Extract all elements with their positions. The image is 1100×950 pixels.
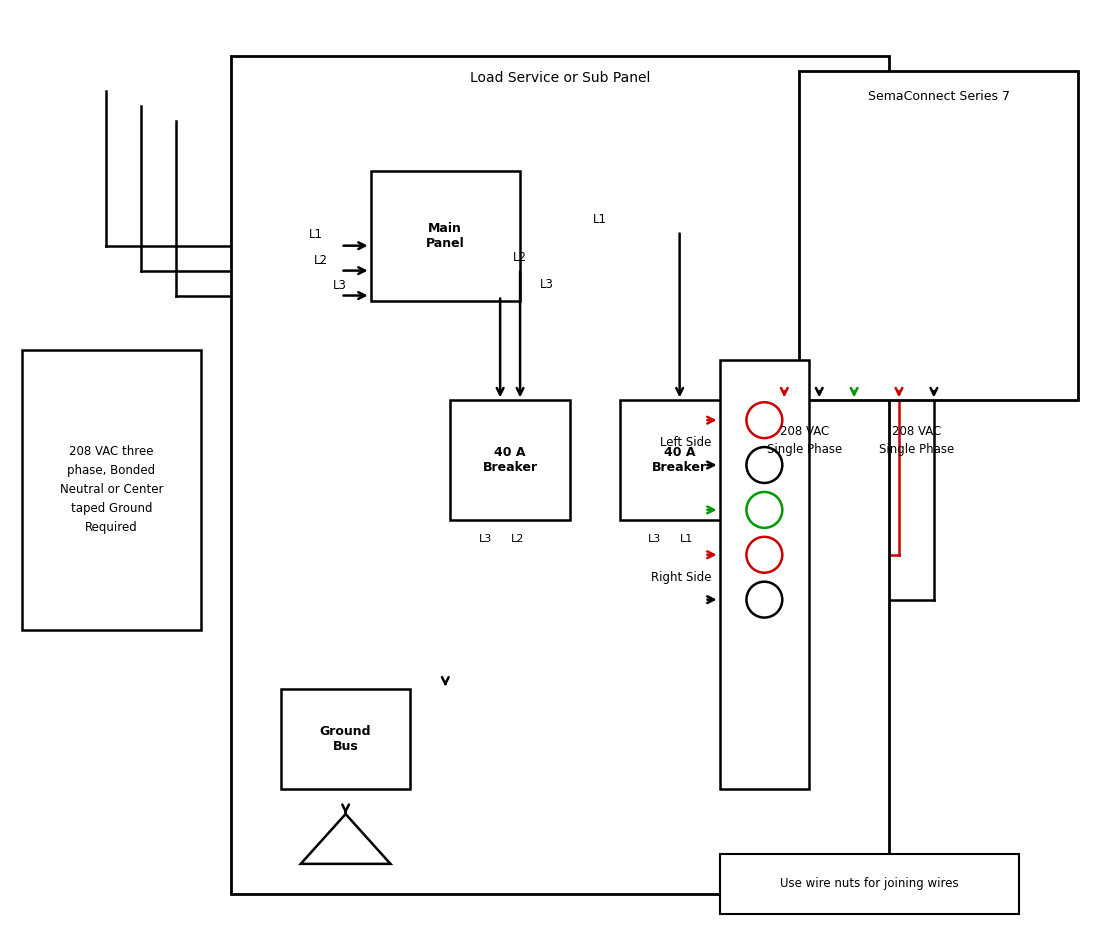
Bar: [371, 171, 520, 300]
Circle shape: [747, 402, 782, 438]
Text: SemaConnect Series 7: SemaConnect Series 7: [868, 89, 1010, 103]
Text: Load Service or Sub Panel: Load Service or Sub Panel: [470, 71, 650, 86]
Circle shape: [747, 492, 782, 528]
Text: Left Side: Left Side: [660, 436, 712, 449]
Text: 40 A
Breaker: 40 A Breaker: [483, 446, 538, 474]
Text: 208 VAC
Single Phase: 208 VAC Single Phase: [879, 426, 955, 456]
Text: L2: L2: [513, 251, 527, 263]
Bar: [719, 360, 810, 789]
Text: 208 VAC
Single Phase: 208 VAC Single Phase: [767, 426, 842, 456]
Text: Ground
Bus: Ground Bus: [320, 725, 372, 753]
Bar: [231, 56, 889, 894]
Text: L1: L1: [309, 228, 322, 240]
Text: L3: L3: [648, 534, 661, 543]
Text: Use wire nuts for joining wires: Use wire nuts for joining wires: [780, 877, 958, 890]
Bar: [280, 690, 410, 789]
Circle shape: [747, 581, 782, 618]
Bar: [800, 71, 1078, 400]
Bar: [22, 351, 201, 630]
Text: Right Side: Right Side: [651, 571, 712, 583]
Bar: [619, 400, 739, 520]
Text: L2: L2: [314, 254, 328, 267]
Text: L3: L3: [540, 277, 554, 291]
Text: L3: L3: [478, 534, 492, 543]
Circle shape: [747, 537, 782, 573]
Circle shape: [747, 447, 782, 483]
Bar: [450, 400, 570, 520]
Text: L1: L1: [593, 213, 607, 226]
Text: L1: L1: [680, 534, 693, 543]
Bar: [719, 854, 1019, 914]
Text: 40 A
Breaker: 40 A Breaker: [652, 446, 707, 474]
Text: 208 VAC three
phase, Bonded
Neutral or Center
taped Ground
Required: 208 VAC three phase, Bonded Neutral or C…: [59, 446, 163, 535]
Text: L2: L2: [510, 534, 524, 543]
Text: L3: L3: [332, 278, 346, 292]
Text: Main
Panel: Main Panel: [426, 221, 464, 250]
